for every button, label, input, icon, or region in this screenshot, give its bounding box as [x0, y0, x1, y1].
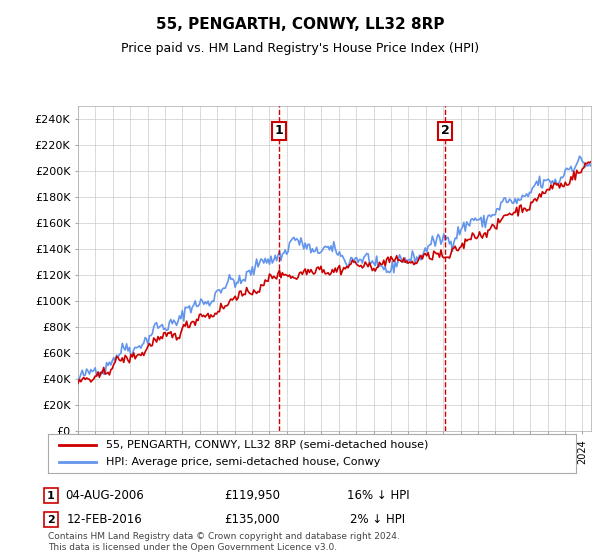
Text: Contains HM Land Registry data © Crown copyright and database right 2024.
This d: Contains HM Land Registry data © Crown c… — [48, 533, 400, 552]
Text: 1: 1 — [47, 491, 55, 501]
Text: 2: 2 — [47, 515, 55, 525]
Text: 16% ↓ HPI: 16% ↓ HPI — [347, 489, 409, 502]
Text: 2% ↓ HPI: 2% ↓ HPI — [350, 513, 406, 526]
Text: 55, PENGARTH, CONWY, LL32 8RP (semi-detached house): 55, PENGARTH, CONWY, LL32 8RP (semi-deta… — [106, 440, 428, 450]
Text: HPI: Average price, semi-detached house, Conwy: HPI: Average price, semi-detached house,… — [106, 457, 380, 467]
Text: 55, PENGARTH, CONWY, LL32 8RP: 55, PENGARTH, CONWY, LL32 8RP — [156, 17, 444, 32]
Text: 12-FEB-2016: 12-FEB-2016 — [67, 513, 143, 526]
Text: £119,950: £119,950 — [224, 489, 280, 502]
Text: Price paid vs. HM Land Registry's House Price Index (HPI): Price paid vs. HM Land Registry's House … — [121, 42, 479, 55]
Text: 04-AUG-2006: 04-AUG-2006 — [65, 489, 145, 502]
Text: £135,000: £135,000 — [224, 513, 280, 526]
Text: 2: 2 — [441, 124, 449, 137]
Text: 1: 1 — [275, 124, 284, 137]
